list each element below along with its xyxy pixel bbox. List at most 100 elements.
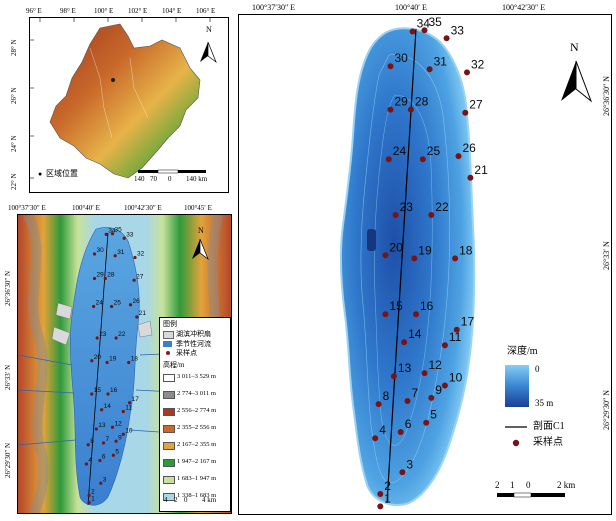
elevation-title: 高程/m [163,361,185,369]
sample-label-14: 14 [408,327,422,341]
relief-label-28: 28 [107,272,115,279]
sample-point-16 [413,311,419,318]
north-label: N [206,25,212,34]
relief-label-16: 16 [110,387,118,394]
sample-point-4 [372,435,379,442]
relief-point-19 [105,360,109,365]
scale-label: 0 [184,496,188,504]
relief-label-10: 10 [125,427,133,434]
relief-label-20: 20 [94,354,102,361]
relief-label-1: 1 [91,496,95,503]
sample-point-2 [377,491,384,497]
relief-point-25 [110,304,114,309]
sample-label-11: 11 [449,330,462,344]
relief-point-24 [92,304,96,309]
sample-point-swatch [166,351,170,355]
sample-label-33: 33 [451,23,465,37]
relief-point-23 [95,336,99,340]
sample-label-28: 28 [415,95,429,109]
sample-point-14 [401,339,408,346]
legend-item: 季节性河流 [176,340,211,348]
sample-label-24: 24 [393,144,407,158]
elevation-label: 2 167–2 355 m [177,441,217,448]
relief-label-14: 14 [104,403,112,410]
relief-label-29: 29 [97,272,105,279]
sample-label-10: 10 [449,371,463,385]
sample-point-24 [385,156,392,163]
sample-point-13 [390,373,397,380]
sample-point-35 [421,27,428,34]
sample-label-27: 27 [469,98,483,112]
sample-point-29 [387,106,394,113]
scale-bar-c [497,492,565,498]
relief-label-15: 15 [94,387,102,394]
relief-label-18: 18 [131,356,139,363]
relief-point-20 [90,359,94,363]
relief-label-2: 2 [91,489,95,496]
relief-label-23: 23 [99,331,107,338]
relief-label-9: 9 [118,434,122,441]
elevation-label: 3 011–3 529 m [177,373,216,380]
sample-label-25: 25 [427,144,441,158]
relief-point-2 [87,493,91,498]
relief-point-4 [84,462,88,466]
north-label: N [198,226,204,235]
yunnan-terrain [30,18,217,179]
sample-label-19: 19 [418,243,432,257]
lon-tick: 96° E [26,7,42,15]
scale-label: 140 [134,175,145,183]
lon-tick: 100° E [94,7,114,15]
relief-point-16 [106,392,110,396]
scale-label: 0 [526,480,531,490]
relief-label-12: 12 [115,420,123,427]
lat-tick: 26° N [10,87,18,104]
sample-point-34 [409,28,416,35]
sample-point-17 [453,326,460,333]
sample-legend-label: 采样点 [533,437,563,448]
sample-point-5 [423,419,430,426]
lat-tick: 26°36′30″ N [4,270,12,306]
depth-colorbar [505,365,529,407]
sample-label-20: 20 [389,240,403,254]
lake-outline [339,27,476,506]
sample-point-30 [387,63,394,70]
elevation-swatch [163,493,175,501]
sample-point-7 [404,398,411,404]
lon-tick: 100°45′ E [184,204,212,212]
location-legend: 区域位置 [46,169,78,178]
sample-label-32: 32 [471,57,485,71]
relief-map: 35 34 33 30 31 32 29 28 27 24 25 26 21 23 22 20 19 18 15 16… [17,214,232,514]
relief-point-34 [104,232,108,236]
relief-label-4: 4 [88,457,92,464]
relief-point-15 [90,392,94,396]
relief-point-3 [99,481,103,485]
sample-label-23: 23 [400,200,414,214]
relief-label-5: 5 [115,448,119,455]
alluvial-fan-swatch [163,331,174,339]
relief-point-28 [103,276,107,281]
elevation-label: 2 355–2 556 m [177,424,217,431]
relief-point-21 [135,315,139,319]
sample-point-26 [455,153,462,160]
relief-point-8 [86,443,90,447]
legend-item: 采样点 [176,349,197,357]
north-label: N [570,40,579,54]
sample-label-8: 8 [383,389,390,403]
relief-point-27 [132,278,136,282]
depth-title: 深度/m [507,346,538,357]
sample-point-25 [419,156,426,163]
sample-label-6: 6 [405,417,412,431]
sample-point-8 [375,401,382,408]
north-arrow-icon [192,238,209,261]
sample-label-35: 35 [429,15,443,29]
elevation-label: 1 683–1 947 m [177,475,217,482]
relief-point-26 [128,303,133,307]
relief-label-19: 19 [109,356,117,363]
sample-label-1: 1 [384,491,391,505]
relief-label-21: 21 [139,310,147,317]
relief-point-10 [121,432,125,436]
north-arrow-icon [200,41,217,64]
legend-item: 湖滨冲积扇 [176,330,211,338]
